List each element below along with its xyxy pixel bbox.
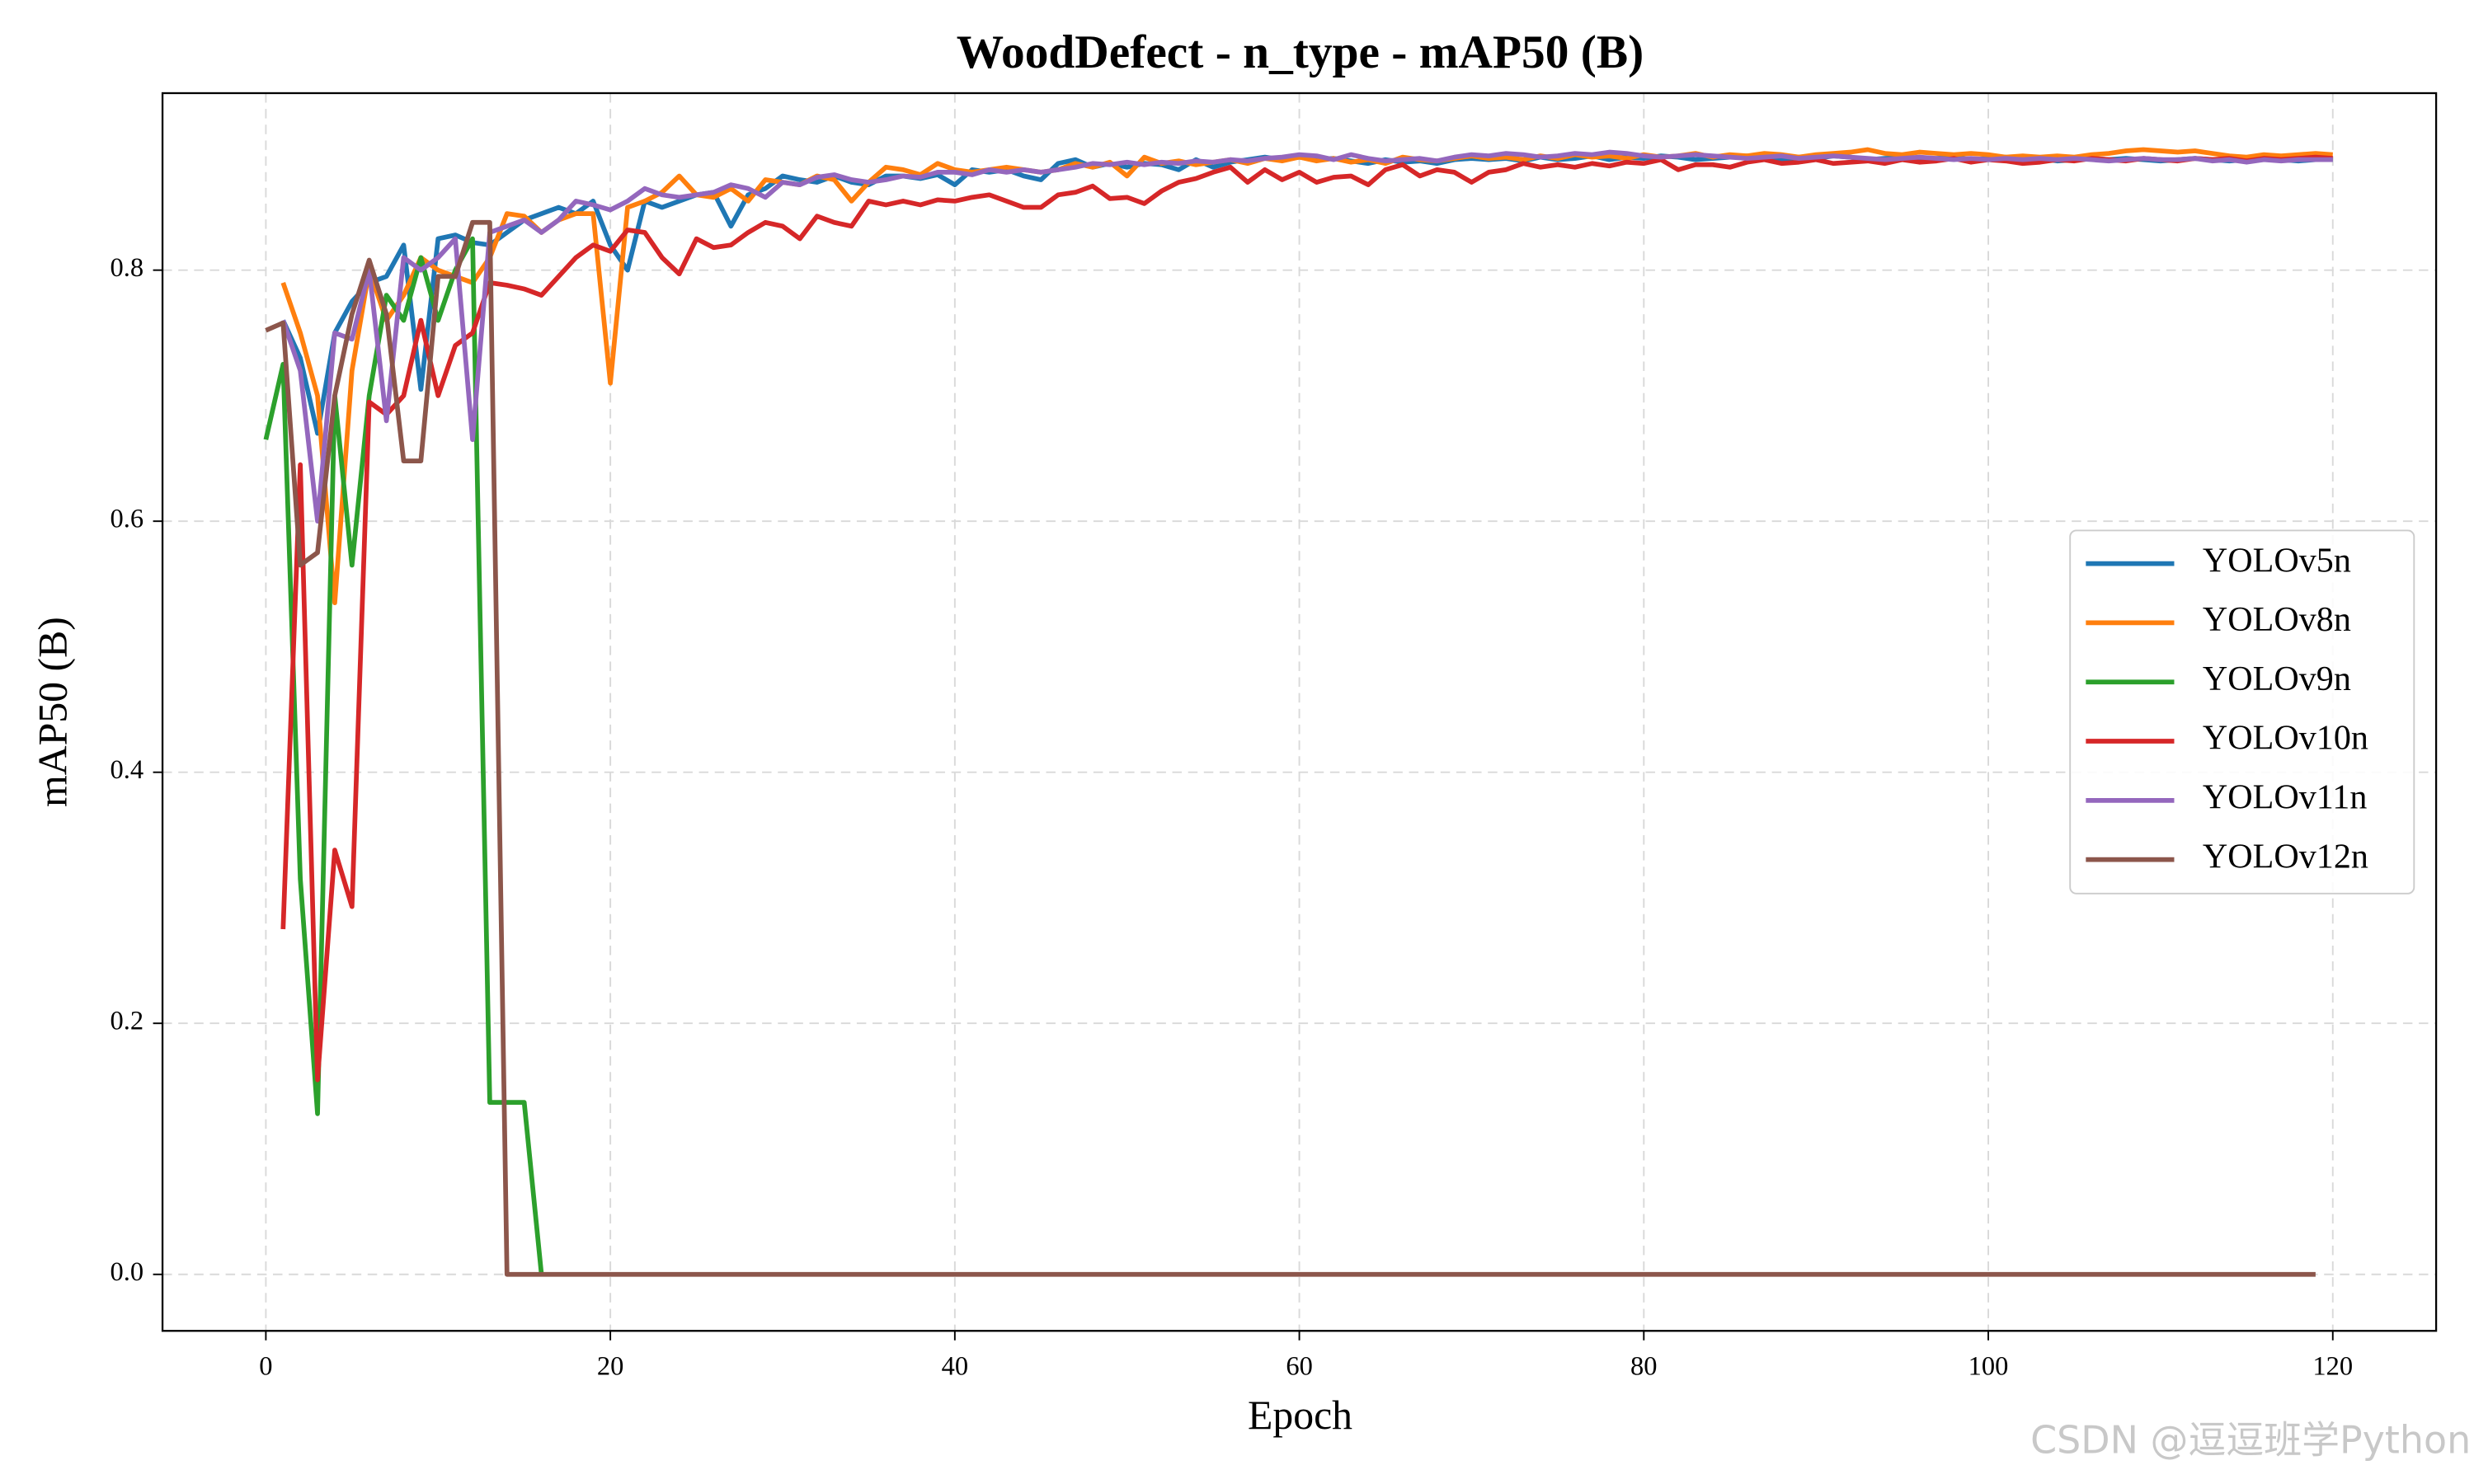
series-line [265, 219, 2316, 1277]
x-tick-label: 100 [1968, 1352, 2009, 1382]
x-tick-label: 80 [1630, 1352, 1658, 1382]
legend-label: YOLOv10n [2203, 719, 2368, 758]
legend: YOLOv5n YOLOv8n YOLOv9n YOLOv10n YOLOv11n YOL… [2069, 529, 2415, 895]
legend-label: YOLOv9n [2203, 660, 2351, 698]
legend-label: YOLOv8n [2203, 600, 2351, 639]
x-tick-label: 60 [1286, 1352, 1313, 1382]
legend-label: YOLOv12n [2203, 837, 2368, 876]
y-tick-label: 0.6 [110, 505, 143, 534]
chart-title: WoodDefect - n_type - mAP50 (B) [957, 26, 1644, 78]
x-axis-label: Epoch [1248, 1392, 1352, 1438]
plot-frame [161, 92, 2438, 1332]
x-tick-label: 0 [259, 1352, 272, 1382]
watermark: CSDN @逗逗班学Python [2030, 1418, 2471, 1463]
series-line [280, 149, 2333, 524]
series-line [263, 236, 544, 1275]
y-axis-label: mAP50 (B) [30, 617, 75, 807]
legend-label: YOLOv11n [2203, 777, 2367, 816]
y-tick-label: 0.8 [110, 253, 143, 283]
legend-label: YOLOv5n [2203, 541, 2351, 580]
y-tick-label: 0.2 [110, 1007, 143, 1036]
x-tick-label: 40 [942, 1352, 969, 1382]
y-tick-label: 0.0 [110, 1257, 143, 1287]
y-tick-label: 0.4 [110, 755, 143, 785]
x-tick-label: 120 [2312, 1352, 2353, 1382]
x-tick-label: 20 [597, 1352, 624, 1382]
